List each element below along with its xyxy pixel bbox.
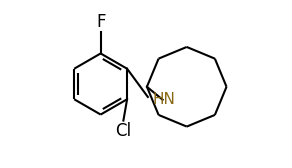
Text: Cl: Cl bbox=[115, 122, 131, 140]
Text: F: F bbox=[96, 13, 105, 31]
Text: HN: HN bbox=[152, 92, 175, 107]
